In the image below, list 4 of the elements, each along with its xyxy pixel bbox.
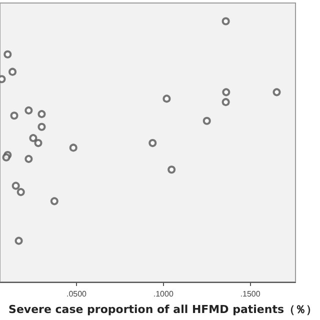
x-axis-title: Severe case proportion of all HFMD patients（％）	[8, 303, 317, 316]
x-tick-label: .0500	[66, 290, 88, 298]
x-tick-label: .1500	[240, 290, 261, 298]
x-tick-label: .1000	[153, 290, 174, 298]
